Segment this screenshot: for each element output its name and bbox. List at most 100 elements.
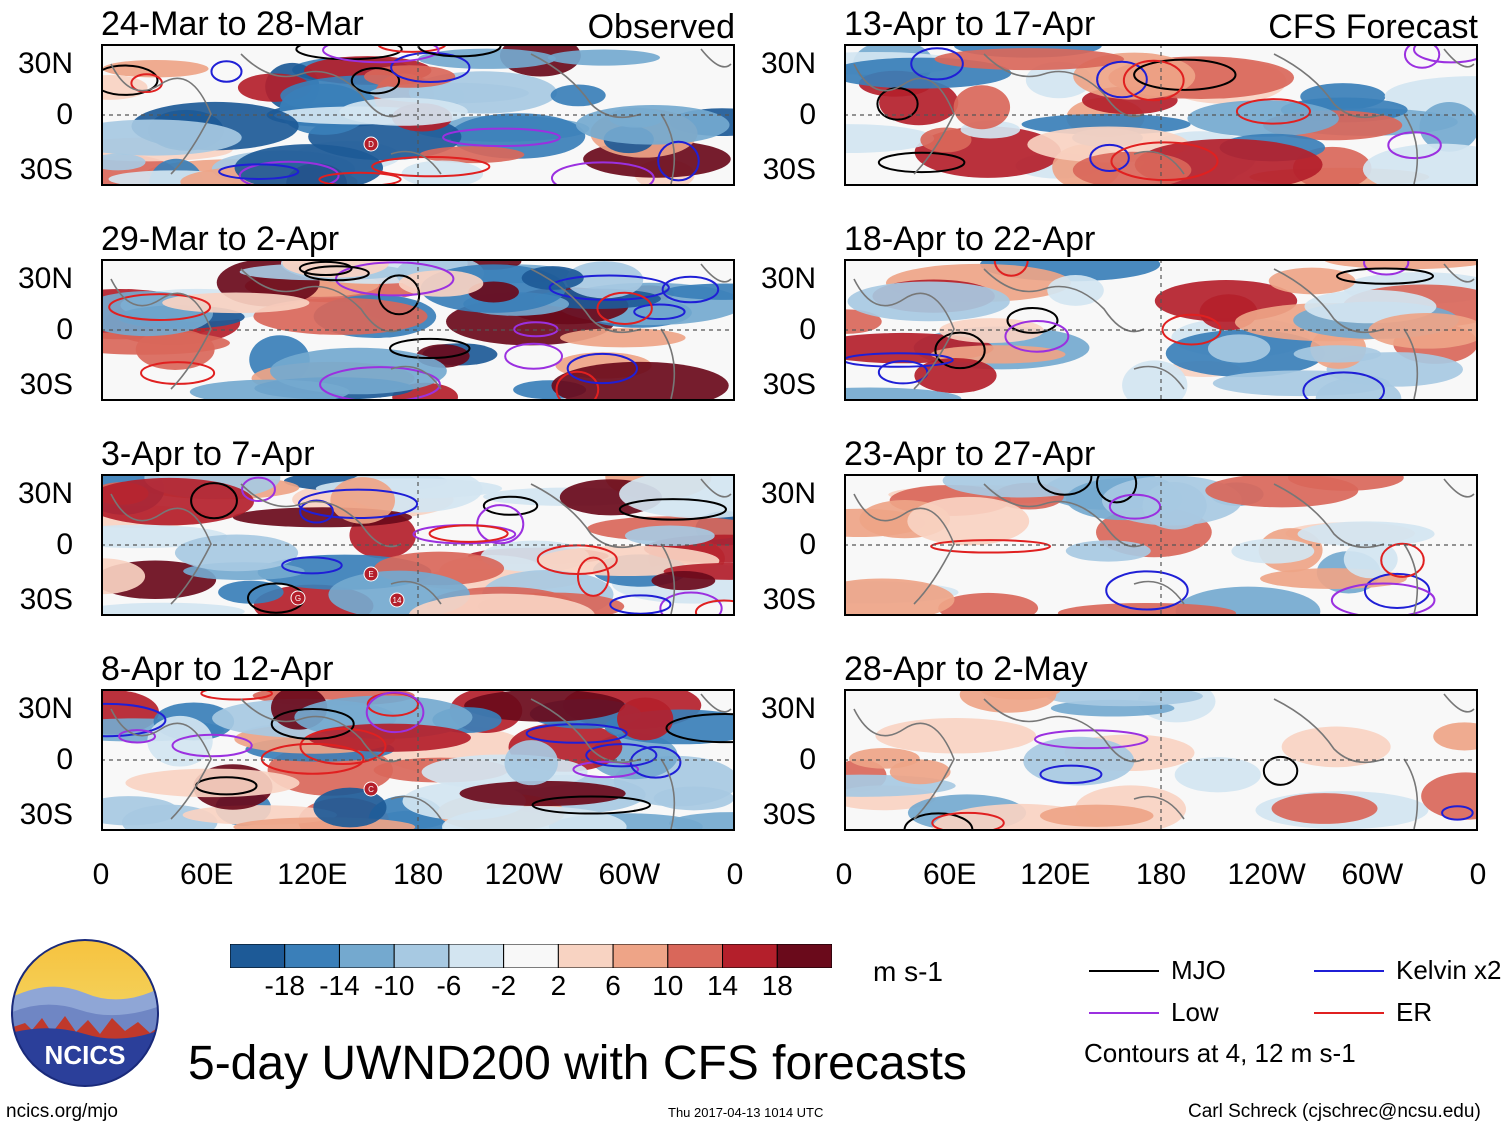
lon-tick-label: 60W xyxy=(598,858,661,891)
storm-marker: C xyxy=(363,781,379,797)
lat-tick-label: 30N xyxy=(760,47,816,80)
svg-text:E: E xyxy=(368,570,373,579)
panel-map: E G 14 xyxy=(101,474,735,616)
coastlines xyxy=(110,48,732,185)
ncics-logo-graphic: NCICS xyxy=(11,939,159,1087)
contour-lines xyxy=(190,476,735,616)
panel-title: 18-Apr to 22-Apr xyxy=(844,220,1096,258)
legend-label: ER xyxy=(1396,997,1433,1027)
legend-line xyxy=(1089,970,1159,972)
coastlines xyxy=(853,48,1475,185)
lon-tick-label: 60E xyxy=(179,858,234,891)
panel-title: 29-Mar to 2-Apr xyxy=(101,220,340,258)
contour-lines xyxy=(101,44,700,186)
legend-line xyxy=(1089,1012,1159,1014)
contour-lines xyxy=(101,689,735,815)
lat-tick-label: 30S xyxy=(762,153,816,186)
lat-tick-label: 0 xyxy=(799,743,816,776)
timestamp: Thu 2017-04-13 1014 UTC xyxy=(668,1105,824,1120)
panel-title: 28-Apr to 2-May xyxy=(844,650,1088,688)
logo-text: NCICS xyxy=(45,1040,126,1070)
colorbar-label: -18 xyxy=(264,970,305,1001)
colorbar-swatch xyxy=(230,944,286,968)
lon-tick-label: 120E xyxy=(277,858,348,891)
lat-tick-label: 0 xyxy=(56,743,73,776)
lat-tick-label: 30S xyxy=(762,368,816,401)
lat-tick-label: 0 xyxy=(56,98,73,131)
panel-tag: Observed xyxy=(587,8,735,46)
site-url[interactable]: ncics.org/mjo xyxy=(6,1101,118,1122)
colorbar-swatch xyxy=(557,944,614,968)
colorbar-label: 6 xyxy=(605,970,621,1001)
lat-tick-label: 30N xyxy=(760,262,816,295)
lon-tick-label: 120W xyxy=(484,858,563,891)
panel-map xyxy=(101,259,735,401)
lat-tick-label: 0 xyxy=(56,528,73,561)
colorbar-swatch xyxy=(776,944,832,968)
legend-label: Kelvin x2 xyxy=(1396,955,1502,985)
lon-tick-label: 0 xyxy=(835,858,853,891)
panel-title: 3-Apr to 7-Apr xyxy=(101,435,315,473)
panel-map xyxy=(844,259,1478,401)
panel-map: C xyxy=(101,689,735,831)
legend-line xyxy=(1314,970,1384,972)
storm-marker: D xyxy=(363,136,379,152)
panel-title: 23-Apr to 27-Apr xyxy=(844,435,1096,473)
lat-tick-label: 30N xyxy=(760,477,816,510)
lat-tick-label: 30S xyxy=(762,798,816,831)
storm-marker: G xyxy=(290,590,306,606)
author-credit: Carl Schreck (cjschrec@ncsu.edu) xyxy=(1188,1101,1481,1122)
svg-text:D: D xyxy=(368,140,374,149)
colorbar xyxy=(230,944,832,968)
contours-note: Contours at 4, 12 m s-1 xyxy=(1084,1038,1356,1068)
lat-tick-label: 0 xyxy=(799,528,816,561)
lon-tick-label: 180 xyxy=(392,858,444,891)
anomaly-field xyxy=(101,44,735,186)
lat-tick-label: 30S xyxy=(19,368,73,401)
coastlines xyxy=(853,693,1475,830)
lat-tick-label: 0 xyxy=(799,98,816,131)
coastlines xyxy=(110,693,732,830)
colorbar-swatch xyxy=(503,944,559,968)
svg-text:G: G xyxy=(295,594,301,603)
lon-tick-label: 0 xyxy=(726,858,744,891)
anomaly-field xyxy=(844,259,1478,401)
lon-tick-label: 0 xyxy=(1469,858,1487,891)
colorbar-label: -2 xyxy=(491,970,517,1001)
colorbar-label: 18 xyxy=(761,970,793,1001)
ncics-logo: NCICS xyxy=(10,938,160,1088)
panel-map xyxy=(844,44,1478,186)
colorbar-label: -14 xyxy=(319,970,360,1001)
panel-map xyxy=(844,689,1478,831)
coastlines xyxy=(853,478,1475,615)
lat-tick-label: 30N xyxy=(760,692,816,725)
panel-title: 8-Apr to 12-Apr xyxy=(101,650,334,688)
svg-text:C: C xyxy=(368,785,374,794)
lon-tick-label: 180 xyxy=(1135,858,1187,891)
colorbar-swatch xyxy=(284,944,340,968)
lat-tick-label: 30N xyxy=(17,47,73,80)
colorbar-swatch xyxy=(338,944,395,968)
legend-line xyxy=(1314,1012,1384,1014)
colorbar-label: 14 xyxy=(706,970,739,1001)
colorbar-swatch xyxy=(612,944,669,968)
lat-tick-label: 0 xyxy=(56,313,73,346)
coastlines xyxy=(110,263,732,400)
colorbar-label: 2 xyxy=(550,970,567,1001)
lat-tick-label: 30S xyxy=(19,583,73,616)
contour-lines xyxy=(108,260,720,401)
lon-tick-label: 120E xyxy=(1020,858,1091,891)
colorbar-label: 10 xyxy=(652,970,684,1001)
panel-map: D xyxy=(101,44,735,186)
lon-tick-label: 60E xyxy=(922,858,977,891)
coastlines xyxy=(110,478,732,615)
panel-tag: CFS Forecast xyxy=(1268,8,1478,46)
lat-tick-label: 30S xyxy=(19,798,73,831)
storm-marker: 14 xyxy=(389,592,405,608)
colorbar-label: -10 xyxy=(373,970,415,1001)
svg-text:14: 14 xyxy=(393,596,402,605)
lat-tick-label: 30N xyxy=(17,477,73,510)
panel-title: 24-Mar to 28-Mar xyxy=(101,5,364,43)
figure-title: 5-day UWND200 with CFS forecasts xyxy=(188,1037,967,1090)
